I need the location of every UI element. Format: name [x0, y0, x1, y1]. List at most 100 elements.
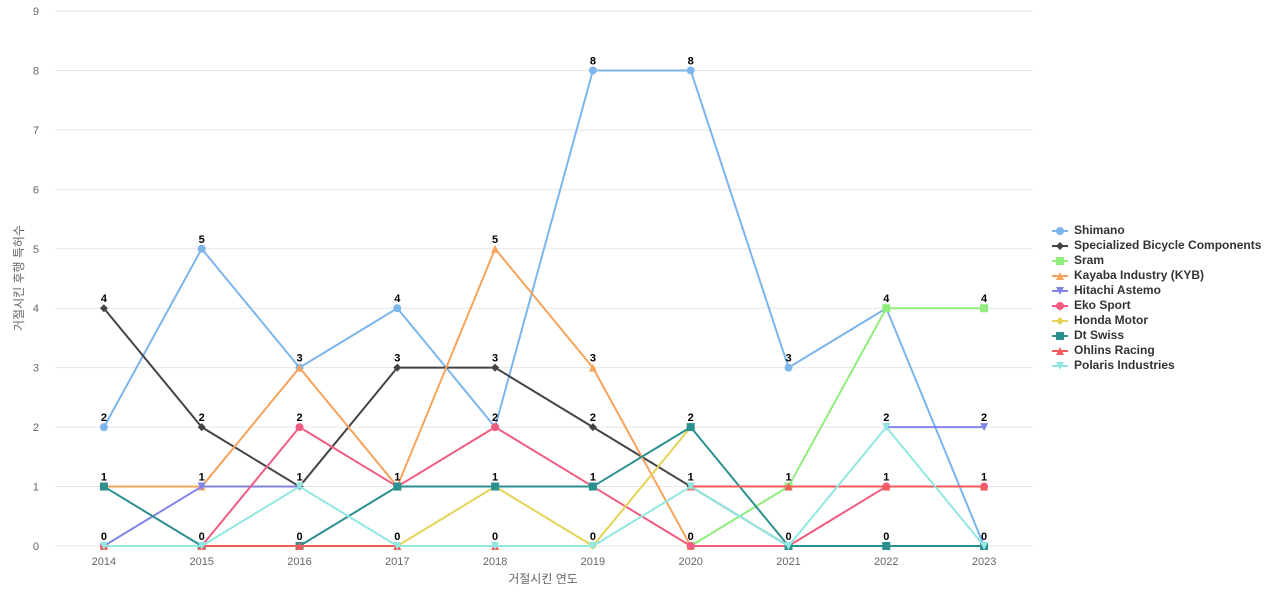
- data-point: [588, 66, 597, 75]
- y-tick-label: 1: [33, 482, 39, 494]
- x-tick-label: 2021: [776, 556, 800, 568]
- data-label: 0: [688, 531, 694, 543]
- data-point: [882, 423, 891, 432]
- data-point: [784, 482, 793, 491]
- data-label: 3: [394, 353, 400, 365]
- data-label: 1: [394, 472, 400, 484]
- y-tick-label: 3: [33, 363, 39, 375]
- y-tick-label: 2: [33, 422, 39, 434]
- x-tick-label: 2023: [972, 556, 996, 568]
- legend-item[interactable]: Kayaba Industry (KYB): [1052, 268, 1261, 283]
- data-label: 0: [590, 531, 596, 543]
- data-label: 2: [492, 412, 498, 424]
- data-label: 2: [688, 412, 694, 424]
- series-lines: [99, 66, 989, 550]
- legend: Shimano Specialized Bicycle Components Sra…: [1052, 223, 1261, 373]
- data-point: [1056, 331, 1064, 340]
- data-label: 1: [296, 472, 302, 484]
- data-label: 3: [590, 353, 596, 365]
- series-line: [103, 69, 986, 547]
- data-point: [1056, 316, 1064, 325]
- legend-item[interactable]: Hitachi Astemo: [1052, 283, 1261, 298]
- series-line: [396, 426, 692, 547]
- data-label: 8: [590, 55, 596, 67]
- data-point: [980, 423, 989, 432]
- data-label: 1: [785, 472, 791, 484]
- data-label: 4: [101, 293, 108, 305]
- data-point: [491, 542, 500, 550]
- legend-item[interactable]: Dt Swiss: [1052, 328, 1261, 343]
- data-point: [588, 482, 597, 491]
- legend-symbol: [1052, 271, 1068, 280]
- data-point: [686, 542, 695, 550]
- legend-item[interactable]: Shimano: [1052, 223, 1261, 238]
- data-point: [1056, 286, 1064, 295]
- y-tick-label: 4: [33, 303, 39, 315]
- legend-item[interactable]: Sram: [1052, 253, 1261, 268]
- data-label: 0: [199, 531, 205, 543]
- data-point: [491, 482, 500, 491]
- data-label: 1: [492, 472, 498, 484]
- series-kayaba-industry-kyb: [99, 244, 695, 550]
- data-point: [1056, 271, 1064, 280]
- data-label: 2: [883, 412, 889, 424]
- data-point: [686, 423, 695, 432]
- legend-item[interactable]: Honda Motor: [1052, 313, 1261, 328]
- data-point: [980, 542, 989, 550]
- data-point: [588, 542, 597, 550]
- legend-label: Shimano: [1074, 223, 1125, 237]
- data-label: 4: [883, 293, 890, 305]
- data-label: 4: [981, 293, 988, 305]
- x-tick-label: 2017: [385, 556, 409, 568]
- data-label: 2: [981, 412, 987, 424]
- data-label: 8: [688, 55, 694, 67]
- data-labels: 0 1 2 4 0 1 2 5 0 1 2 3 0 1 3 4 0 1 2 3 5 0 1 2 3 8 0 1 2 8 0 1 3 0 1 2 4 0 1 2…: [101, 55, 988, 543]
- legend-label: Specialized Bicycle Components: [1074, 238, 1262, 252]
- legend-item[interactable]: Ohlins Racing: [1052, 343, 1261, 358]
- data-point: [491, 363, 500, 372]
- x-tick-label: 2019: [581, 556, 605, 568]
- data-label: 0: [101, 531, 107, 543]
- gridlines: [55, 10, 1033, 547]
- data-label: 2: [199, 412, 205, 424]
- legend-symbol: [1052, 346, 1068, 355]
- data-point: [197, 423, 206, 432]
- data-point: [393, 304, 402, 313]
- data-point: [784, 363, 793, 372]
- legend-item[interactable]: Specialized Bicycle Components: [1052, 238, 1261, 253]
- data-label: 5: [492, 234, 498, 246]
- legend-symbol: [1052, 301, 1068, 310]
- data-point: [1056, 241, 1064, 250]
- series-line: [103, 426, 985, 547]
- data-label: 0: [785, 531, 791, 543]
- data-label: 1: [688, 472, 694, 484]
- legend-symbol: [1052, 241, 1068, 250]
- data-point: [99, 542, 108, 550]
- data-point: [588, 363, 597, 372]
- legend-label: Sram: [1074, 253, 1105, 267]
- data-label: 3: [785, 353, 791, 365]
- y-tick-label: 6: [33, 184, 39, 196]
- data-label: 3: [296, 353, 302, 365]
- data-label: 1: [981, 472, 987, 484]
- x-tick-label: 2016: [287, 556, 311, 568]
- data-point: [784, 542, 793, 550]
- x-tick-label: 2014: [92, 556, 116, 568]
- legend-item[interactable]: Eko Sport: [1052, 298, 1261, 313]
- data-label: 2: [101, 412, 107, 424]
- data-label: 5: [199, 234, 205, 246]
- legend-symbol: [1052, 331, 1068, 340]
- y-tick-label: 8: [33, 65, 39, 77]
- x-axis-title: 거절시킨 연도: [508, 572, 578, 586]
- data-point: [393, 542, 402, 550]
- legend-item[interactable]: Polaris Industries: [1052, 358, 1261, 373]
- data-label: 0: [394, 531, 400, 543]
- y-tick-label: 9: [33, 6, 39, 18]
- data-label: 1: [101, 472, 107, 484]
- legend-symbol: [1052, 226, 1068, 235]
- y-axis-ticks: 0 1 2 3 4 5 6 7 8 9: [33, 6, 39, 553]
- data-point: [393, 363, 402, 372]
- legend-label: Hitachi Astemo: [1074, 283, 1161, 297]
- data-point: [882, 482, 891, 491]
